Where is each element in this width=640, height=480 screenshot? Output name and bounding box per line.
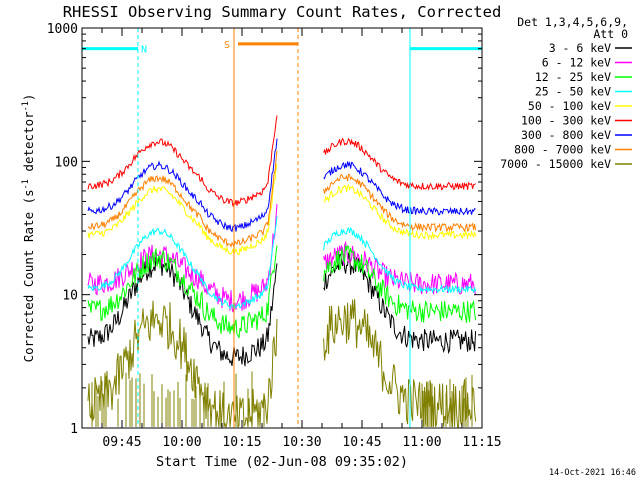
series-line bbox=[323, 137, 476, 191]
series-line bbox=[87, 300, 278, 429]
x-axis-label: Start Time (02-Jun-08 09:35:02) bbox=[156, 454, 408, 470]
night-span-2 bbox=[409, 28, 482, 428]
footer-date: 14-Oct-2021 16:46 bbox=[549, 468, 636, 478]
legend-header-line-2: Att 0 bbox=[593, 27, 628, 41]
series-line bbox=[87, 163, 278, 256]
y-axis-label-tail: detector bbox=[21, 111, 36, 179]
night-span-1: N bbox=[82, 28, 147, 428]
y-axis-label-end: ) bbox=[21, 94, 36, 102]
legend-label: 300 - 800 keV bbox=[521, 128, 611, 142]
plot-series-group bbox=[87, 115, 477, 429]
y-tick-label: 1 bbox=[70, 422, 78, 437]
series-7000-15000-kev bbox=[87, 299, 477, 429]
y-axis-label-sup: -1 bbox=[21, 179, 31, 189]
series-line bbox=[323, 173, 477, 233]
night-label: N bbox=[141, 45, 147, 56]
legend-label: 7000 - 15000 keV bbox=[500, 157, 611, 171]
legend-header-line-1: Det 1,3,4,5,6,9, bbox=[517, 15, 628, 29]
y-axis-label-main: Corrected Count Rate (s bbox=[21, 189, 36, 362]
series-800-7000-kev bbox=[87, 150, 477, 249]
series-line bbox=[323, 226, 477, 294]
series-line bbox=[87, 138, 278, 233]
x-axis: 09:45 10:00 10:15 10:30 10:45 11:00 11:15 bbox=[81, 28, 502, 450]
legend-label: 12 - 25 keV bbox=[535, 70, 611, 84]
series-line bbox=[323, 240, 477, 296]
series-line bbox=[87, 216, 278, 311]
legend-label: 100 - 300 keV bbox=[521, 114, 611, 128]
series-100-300-kev bbox=[87, 115, 476, 207]
series-line bbox=[323, 183, 477, 241]
series-300-800-kev bbox=[87, 138, 476, 233]
x-tick-label: 10:00 bbox=[162, 435, 201, 450]
y-axis-label-sup2: -1 bbox=[21, 101, 31, 111]
y-tick-label: 10 bbox=[62, 289, 78, 304]
chart-title: RHESSI Observing Summary Count Rates, Co… bbox=[63, 3, 502, 21]
x-tick-label: 11:15 bbox=[462, 435, 501, 450]
legend-label: 3 - 6 keV bbox=[549, 41, 611, 55]
x-tick-label: 09:45 bbox=[102, 435, 141, 450]
legend-label: 6 - 12 keV bbox=[542, 56, 611, 70]
y-axis: 1 10 100 1000 bbox=[47, 22, 482, 437]
x-tick-label: 11:00 bbox=[402, 435, 441, 450]
series-line bbox=[87, 245, 278, 339]
y-tick-label: 1000 bbox=[47, 22, 78, 37]
x-tick-label: 10:15 bbox=[222, 435, 261, 450]
saa-label: S bbox=[224, 40, 230, 51]
x-tick-label: 10:45 bbox=[342, 435, 381, 450]
legend-label: 25 - 50 keV bbox=[535, 85, 611, 99]
series-line bbox=[87, 115, 278, 207]
series-line bbox=[87, 150, 278, 249]
series-50-100-kev bbox=[87, 163, 477, 256]
saa-span-1: S bbox=[224, 28, 299, 428]
x-tick-label: 10:30 bbox=[282, 435, 321, 450]
series-line bbox=[323, 245, 477, 323]
series-25-50-kev bbox=[87, 216, 477, 311]
y-axis-label: Corrected Count Rate (s-1 detector-1) bbox=[21, 94, 36, 363]
legend-label: 50 - 100 keV bbox=[528, 99, 611, 113]
series-12-25-kev bbox=[87, 245, 477, 339]
series-line bbox=[323, 161, 476, 216]
legend-label: 800 - 7000 keV bbox=[514, 143, 611, 157]
y-tick-label: 100 bbox=[55, 155, 78, 170]
